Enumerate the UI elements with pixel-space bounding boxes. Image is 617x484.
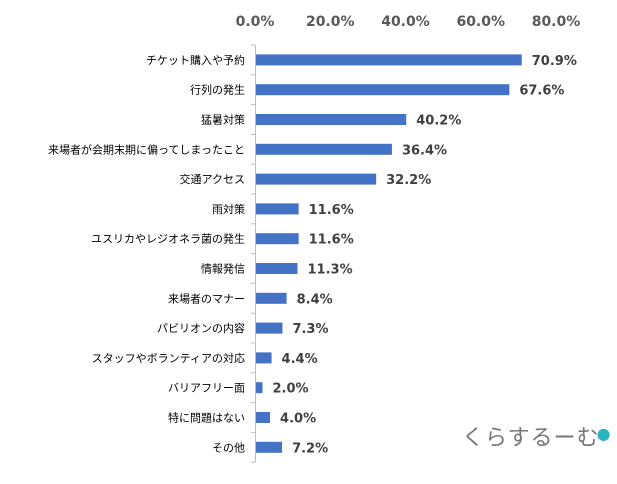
bar	[256, 173, 377, 185]
category-label: 来場者のマナー	[168, 292, 245, 305]
data-label: 11.6%	[309, 203, 354, 218]
category-label: ユスリカやレジオネラ菌の発生	[91, 232, 245, 246]
data-label: 7.2%	[292, 441, 328, 456]
data-label: 67.6%	[519, 84, 564, 99]
brand-logo: くらするーむ●	[462, 420, 612, 452]
x-tick-label: 60.0%	[456, 14, 505, 30]
category-label: 交通アクセス	[180, 172, 245, 186]
bar	[256, 263, 298, 274]
bar	[256, 292, 287, 304]
bar	[256, 352, 272, 364]
data-label: 70.9%	[532, 54, 577, 69]
bar	[256, 322, 283, 334]
category-label: スタッフやボランティアの対応	[92, 351, 245, 365]
bar	[256, 233, 299, 245]
category-label: 特に問題はない	[168, 411, 245, 425]
category-label: パビリオンの内容	[157, 321, 245, 335]
category-label: 情報発信	[201, 262, 245, 276]
data-label: 11.3%	[308, 263, 353, 278]
logo-text: くらするーむ	[462, 426, 600, 451]
category-label: 来場者が会期末期に偏ってしまったこと	[48, 142, 245, 156]
logo-dot-icon: ●	[596, 424, 612, 443]
category-label: チケット購入や予約	[146, 53, 245, 67]
data-label: 8.4%	[297, 292, 333, 307]
data-label: 40.2%	[416, 114, 461, 129]
bar	[256, 143, 392, 155]
bar	[256, 54, 522, 66]
x-tick-label: 80.0%	[532, 14, 581, 30]
data-label: 11.6%	[309, 233, 354, 248]
data-label: 36.4%	[402, 143, 447, 158]
x-tick-label: 20.0%	[306, 14, 355, 30]
category-label: 猛暑対策	[201, 113, 245, 127]
data-label: 7.3%	[292, 322, 328, 337]
bar	[256, 84, 510, 96]
bar	[256, 412, 271, 423]
bar	[256, 441, 283, 453]
category-label: バリアフリー面	[168, 382, 245, 395]
category-label: 雨対策	[212, 202, 245, 216]
x-tick-label: 0.0%	[236, 14, 275, 30]
data-label: 32.2%	[386, 173, 431, 188]
bar	[256, 203, 299, 215]
category-label: 行列の発生	[190, 83, 245, 97]
data-label: 4.4%	[282, 352, 318, 367]
bar	[256, 382, 263, 394]
bar	[256, 114, 407, 125]
x-tick-label: 40.0%	[381, 14, 430, 30]
data-label: 2.0%	[273, 382, 309, 397]
data-label: 4.0%	[280, 412, 316, 427]
category-label: その他	[212, 441, 245, 454]
